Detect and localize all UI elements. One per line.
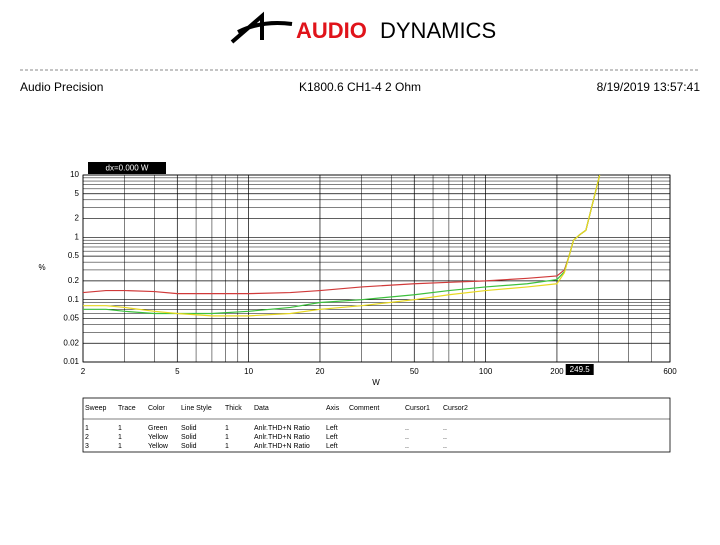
y-axis-label: % xyxy=(38,263,45,272)
x-tick-label: 10 xyxy=(244,367,253,376)
x-tick-label: 600 xyxy=(663,367,677,376)
logo-text: DYNAMICS xyxy=(380,18,496,43)
table-header: Line Style xyxy=(181,405,212,412)
table-cell: 2 xyxy=(85,434,89,441)
header-center: K1800.6 CH1-4 2 Ohm xyxy=(299,80,421,94)
table-header: Color xyxy=(148,405,165,412)
table-header: Comment xyxy=(349,405,379,412)
plot-frame xyxy=(82,174,671,363)
table-cell: Solid xyxy=(181,443,197,450)
x-tick-label: 20 xyxy=(316,367,325,376)
series-line xyxy=(83,175,601,315)
table-cell: 1 xyxy=(225,443,229,450)
y-tick-label: 0.2 xyxy=(68,276,80,285)
table-cell: 1 xyxy=(225,425,229,432)
table-cell: Solid xyxy=(181,425,197,432)
y-tick-label: 0.01 xyxy=(63,357,79,366)
table: Sweep Trace Color Line Style Thick Data Axis Co… xyxy=(82,397,671,453)
header-left: Audio Precision xyxy=(20,80,103,94)
y-tick-label: 0.02 xyxy=(63,338,79,347)
x-tick-label: 2 xyxy=(81,367,86,376)
table-cell: 3 xyxy=(85,443,89,450)
table-cell: Anlr.THD+N Ratio xyxy=(254,434,310,441)
series-line xyxy=(83,175,601,295)
table-header: Axis xyxy=(326,405,340,412)
y-tick-label: 0.05 xyxy=(63,314,79,323)
table-header: Cursor2 xyxy=(443,405,468,412)
table-cell: Yellow xyxy=(148,443,169,450)
y-tick-label: 5 xyxy=(75,189,80,198)
table-cell: 1 xyxy=(118,443,122,450)
table-cell: 1 xyxy=(118,425,122,432)
annotation-box xyxy=(88,162,166,174)
logo-text: AUDIO xyxy=(296,18,367,43)
table-border xyxy=(82,397,671,453)
table-cell: Left xyxy=(326,425,338,432)
table-cell: Left xyxy=(326,443,338,450)
table-cell: .. xyxy=(405,443,409,450)
table-cell: Green xyxy=(148,425,168,432)
table-cell: .. xyxy=(405,425,409,432)
cursor-box xyxy=(565,364,594,375)
table-header: Trace xyxy=(118,405,136,412)
table-cell: Yellow xyxy=(148,434,169,441)
table-cell: Solid xyxy=(181,434,197,441)
table-header: Sweep xyxy=(85,405,107,412)
y-tick-label: 0.5 xyxy=(68,251,80,260)
y-tick-label: 0.1 xyxy=(68,295,80,304)
header-right: 8/19/2019 13:57:41 xyxy=(597,80,701,94)
annotation: dx=0.000 W xyxy=(106,164,149,173)
x-tick-label: 5 xyxy=(175,367,180,376)
y-tick-label: 10 xyxy=(70,170,79,179)
y-tick-label: 1 xyxy=(75,232,80,241)
logo-icon xyxy=(230,11,293,44)
series-line xyxy=(83,175,601,317)
table-cell: 1 xyxy=(85,425,89,432)
table-cell: 1 xyxy=(118,434,122,441)
table-cell: Left xyxy=(326,434,338,441)
table-cell: .. xyxy=(443,434,447,441)
x-tick-label: 50 xyxy=(410,367,419,376)
table-cell: Anlr.THD+N Ratio xyxy=(254,425,310,432)
table-cell: 1 xyxy=(225,434,229,441)
table-header: Thick xyxy=(225,405,242,412)
table-cell: .. xyxy=(443,425,447,432)
table-header: Cursor1 xyxy=(405,405,430,412)
chart: 2 5 10 20 50 100 200 600 0.01 0.02 0.05 0.1 0.2 0.5 1 2… xyxy=(63,170,677,376)
y-tick-label: 2 xyxy=(75,214,80,223)
table-cell: .. xyxy=(443,443,447,450)
x-axis-label: W xyxy=(372,378,380,387)
table-cell: Anlr.THD+N Ratio xyxy=(254,443,310,450)
table-cell: .. xyxy=(405,434,409,441)
x-tick-label: 100 xyxy=(479,367,493,376)
x-tick-label: 200 xyxy=(550,367,564,376)
cursor-label: 249.5 xyxy=(570,365,591,374)
table-header: Data xyxy=(254,405,269,412)
